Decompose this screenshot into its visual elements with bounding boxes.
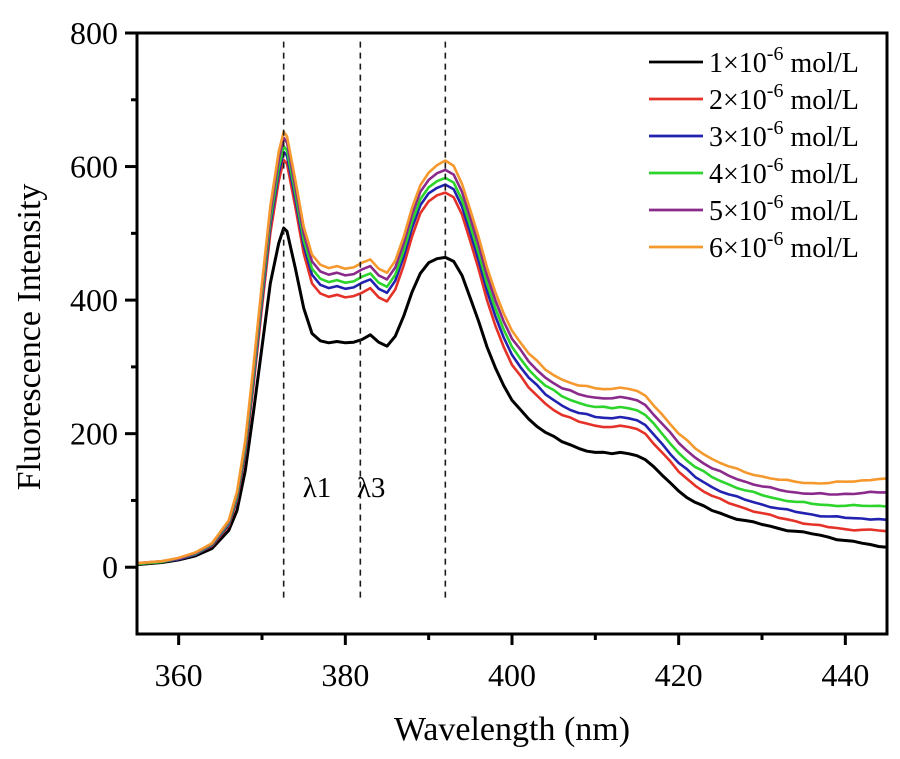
y-tick-label: 800: [70, 15, 118, 51]
series-line-6: [135, 130, 889, 565]
legend-label: 1×10-6 mol/L: [709, 43, 859, 79]
y-tick-label: 0: [102, 549, 118, 585]
annotations: λ1 λ3: [282, 41, 447, 600]
x-tick-label: 360: [155, 657, 203, 693]
series-line-2: [135, 158, 889, 566]
x-tick-label: 420: [655, 657, 703, 693]
legend-label: 4×10-6 mol/L: [709, 154, 859, 190]
legend-label: 2×10-6 mol/L: [709, 80, 859, 116]
x-tick-label: 380: [321, 657, 369, 693]
spectra-curves: [135, 130, 889, 567]
y-tick-label: 400: [70, 282, 118, 318]
series-line-3: [135, 150, 889, 566]
plot-frame: [135, 31, 889, 636]
legend-label: 5×10-6 mol/L: [709, 191, 859, 227]
series-line-1: [135, 226, 889, 567]
legend-label: 6×10-6 mol/L: [709, 228, 859, 264]
legend-item-4: 4×10-6 mol/L: [649, 154, 859, 190]
legend-item-5: 5×10-6 mol/L: [649, 191, 859, 227]
x-axis-title: Wavelength (nm): [394, 711, 630, 748]
tick-labels: 360 380 400 420 440 0 200 400 600 800: [70, 15, 869, 693]
legend-item-2: 2×10-6 mol/L: [649, 80, 859, 116]
legend-item-1: 1×10-6 mol/L: [649, 43, 859, 79]
y-tick-label: 600: [70, 149, 118, 185]
legend-item-3: 3×10-6 mol/L: [649, 117, 859, 153]
y-tick-label: 200: [70, 416, 118, 452]
lambda-label: λ1: [303, 472, 332, 504]
legend-label: 3×10-6 mol/L: [709, 117, 859, 153]
lambda-label: λ3: [357, 472, 386, 504]
x-tick-label: 400: [488, 657, 536, 693]
x-tick-label: 440: [821, 657, 869, 693]
legend: 1×10-6 mol/L2×10-6 mol/L3×10-6 mol/L4×10…: [649, 43, 859, 264]
legend-item-6: 6×10-6 mol/L: [649, 228, 859, 264]
y-axis-title: Fluorescence Intensity: [11, 184, 48, 491]
